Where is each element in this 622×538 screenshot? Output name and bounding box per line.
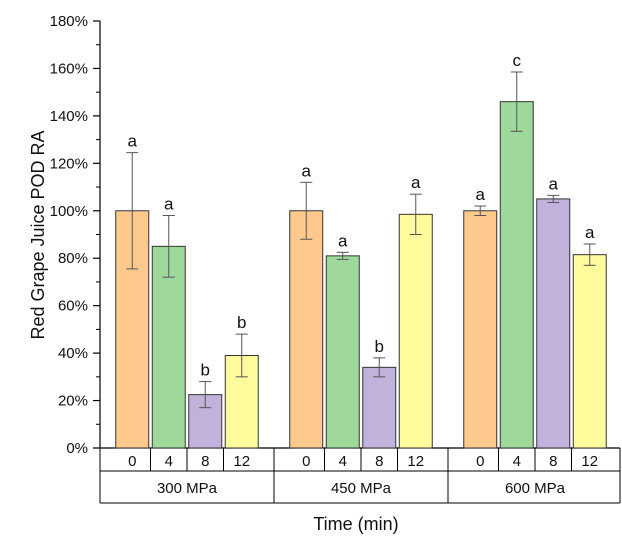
y-axis-title: Red Grape Juice POD RA	[28, 130, 48, 339]
bar	[289, 210, 324, 449]
y-tick-label: 20%	[58, 393, 88, 410]
group-label: 450 MPa	[331, 480, 392, 497]
y-tick-label: 140%	[50, 108, 88, 125]
bar	[536, 198, 571, 449]
y-tick-label: 60%	[58, 298, 88, 315]
significance-label: a	[164, 195, 174, 214]
group-label: 600 MPa	[505, 480, 566, 497]
significance-label: a	[585, 223, 595, 242]
x-tick-label: 12	[233, 453, 250, 470]
x-tick-label: 0	[128, 453, 136, 470]
significance-label: a	[476, 185, 486, 204]
bar	[151, 245, 186, 449]
significance-label: a	[302, 161, 312, 180]
x-tick-label: 0	[302, 453, 310, 470]
x-tick-label: 4	[513, 453, 521, 470]
x-tick-label: 12	[581, 453, 598, 470]
y-tick-label: 160%	[50, 60, 88, 77]
y-tick-label: 0%	[66, 440, 88, 457]
plot-area: 0% 20% 40% 60% 80% 100% 120% 140% 160% 180% 300 MP…	[50, 13, 621, 504]
significance-label: a	[128, 132, 138, 151]
y-tick-label: 180%	[50, 13, 88, 30]
x-tick-label: 4	[165, 453, 173, 470]
significance-label: b	[201, 361, 210, 380]
significance-label: a	[338, 231, 348, 250]
y-tick-label: 100%	[50, 203, 88, 220]
y-tick-label: 80%	[58, 250, 88, 267]
significance-label: a	[549, 174, 559, 193]
bar	[499, 101, 534, 449]
y-tick-label: 120%	[50, 155, 88, 172]
bar	[398, 213, 433, 449]
x-tick-label: 4	[339, 453, 347, 470]
x-tick-label: 8	[549, 453, 557, 470]
significance-label: a	[411, 173, 421, 192]
x-tick-label: 8	[375, 453, 383, 470]
x-tick-label: 12	[407, 453, 424, 470]
x-tick-label: 0	[476, 453, 484, 470]
bar	[572, 254, 607, 449]
significance-label: b	[375, 337, 384, 356]
group-label: 300 MPa	[157, 480, 218, 497]
bar	[325, 255, 360, 449]
bar	[463, 210, 498, 449]
significance-label: b	[237, 313, 246, 332]
x-axis-title: Time (min)	[313, 514, 398, 534]
x-tick-label: 8	[201, 453, 209, 470]
significance-label: c	[513, 51, 522, 70]
y-tick-label: 40%	[58, 345, 88, 362]
bar	[362, 366, 397, 449]
